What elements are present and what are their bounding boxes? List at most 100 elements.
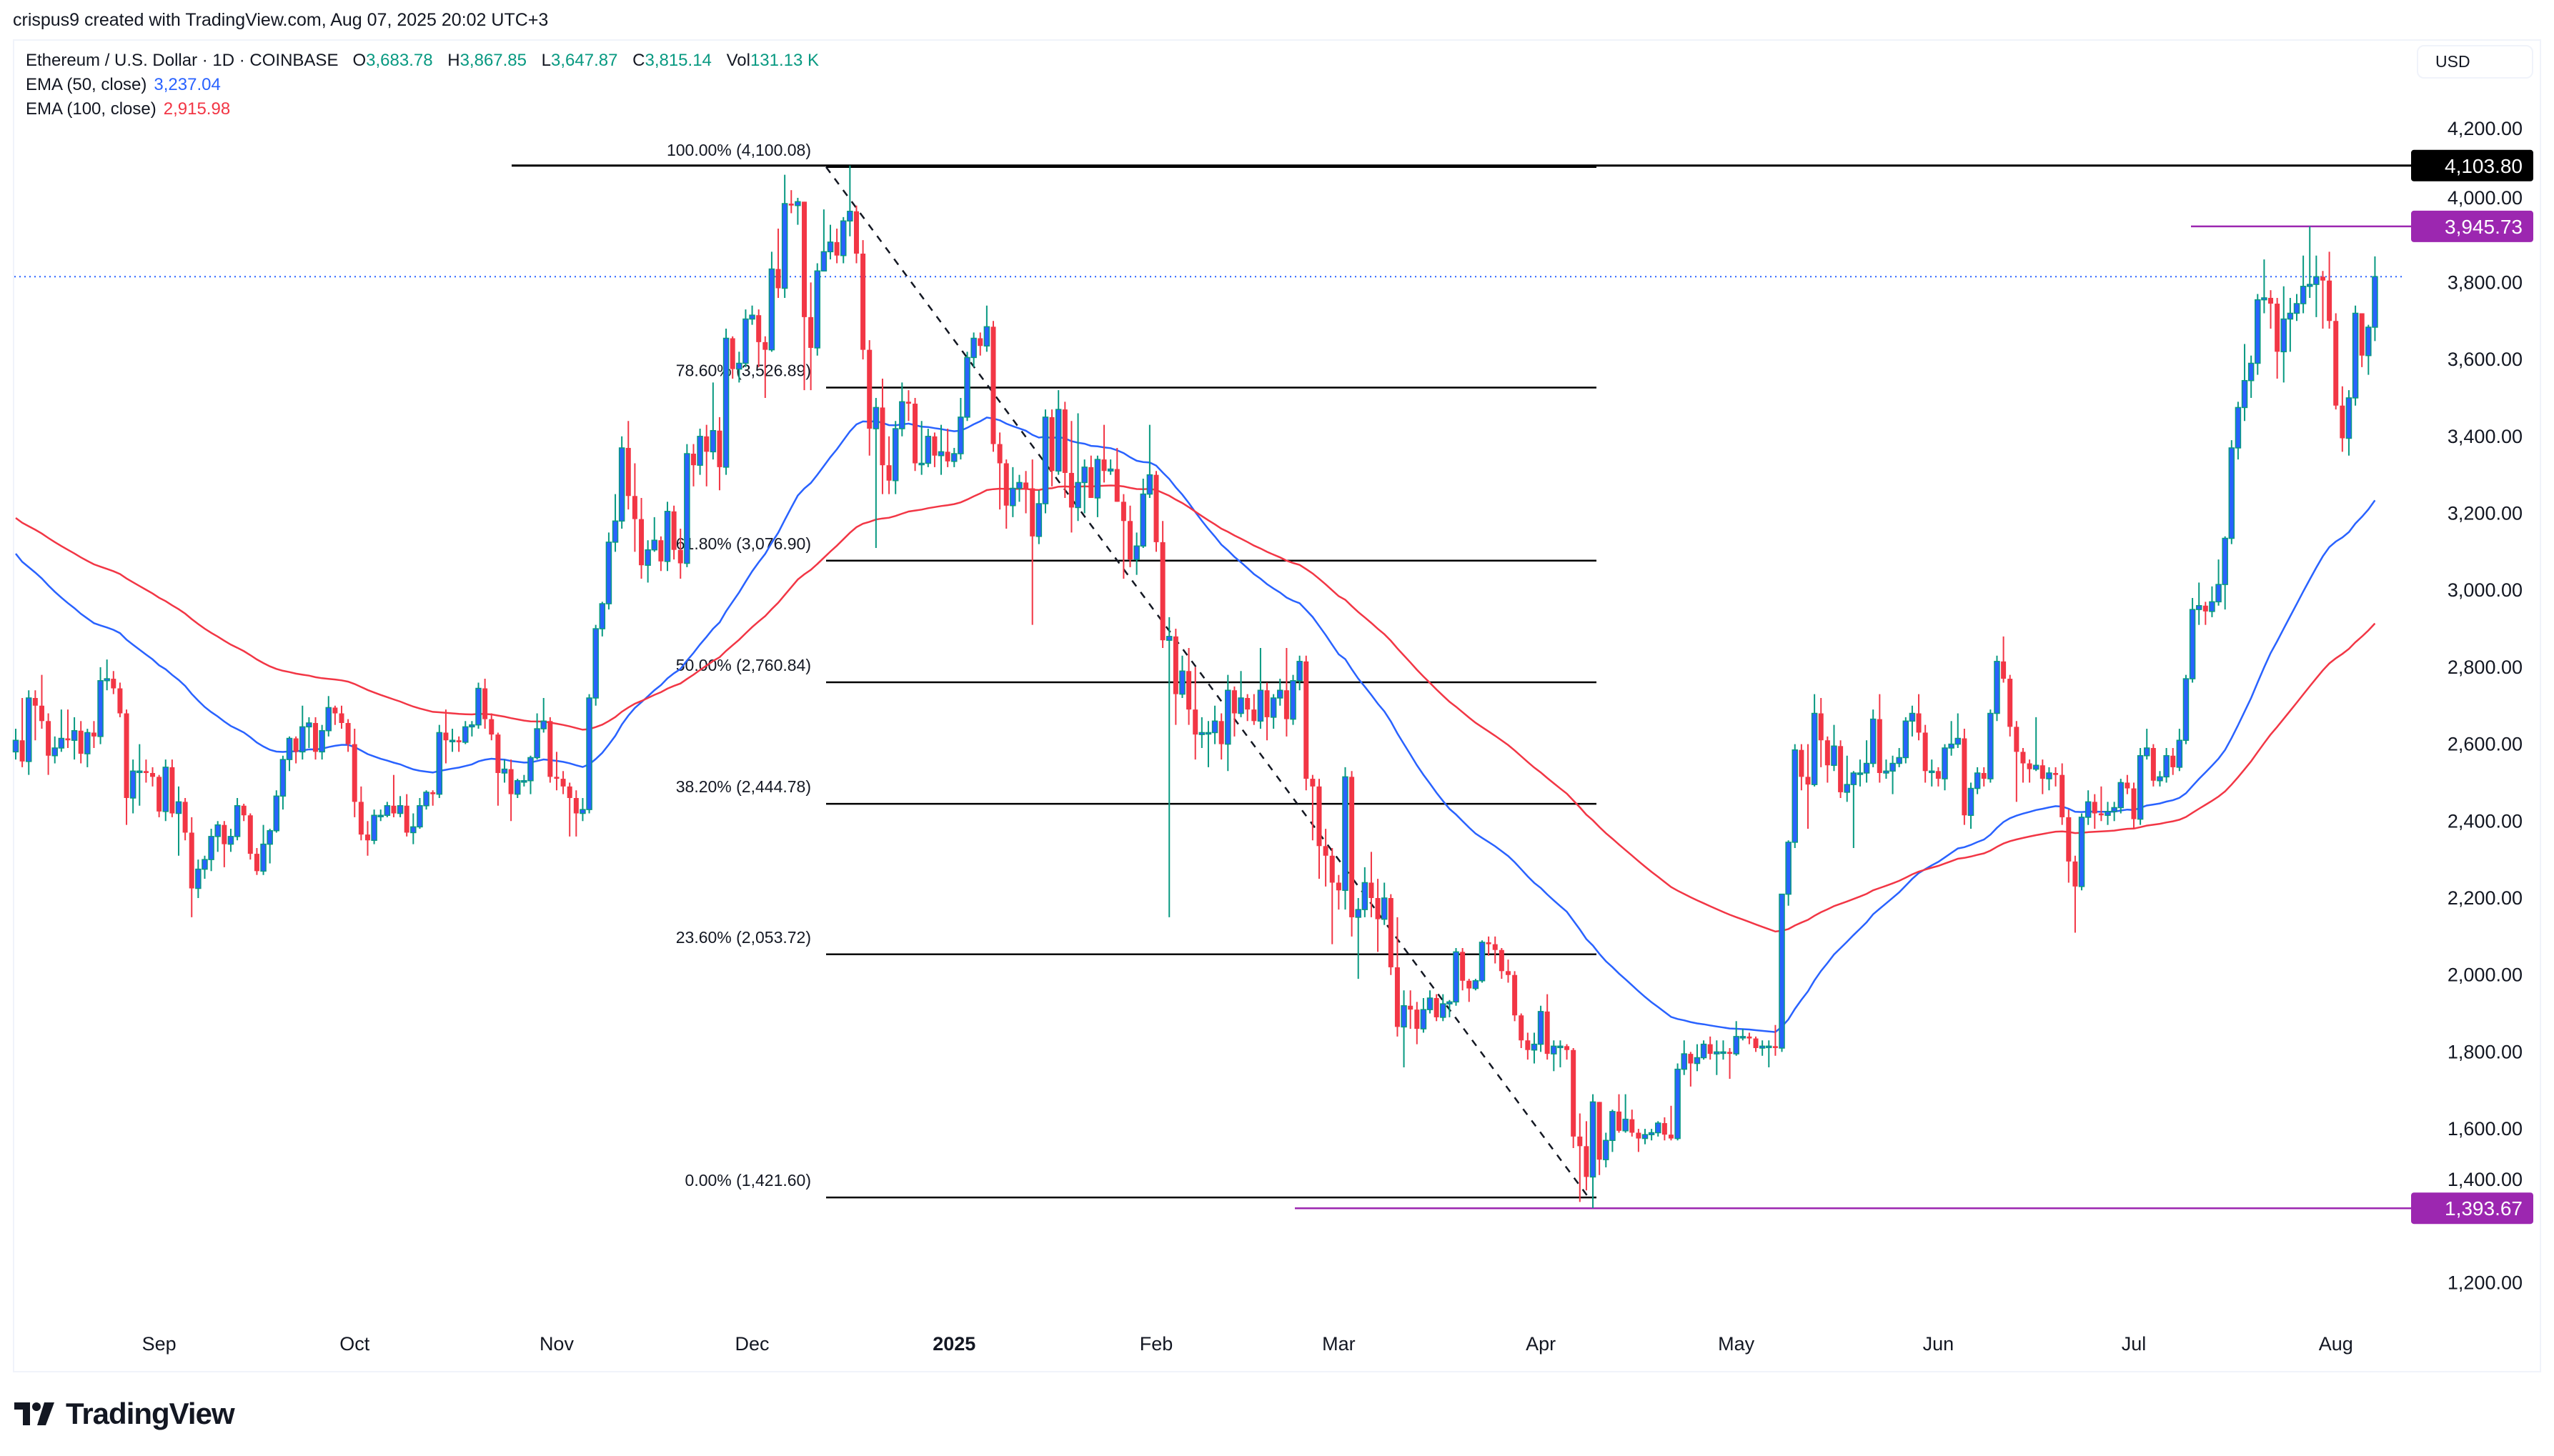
candle-up[interactable] [1792, 744, 1799, 848]
candle-down[interactable] [1805, 744, 1811, 829]
candle-down[interactable] [671, 505, 677, 560]
candle-down[interactable] [241, 804, 247, 822]
candle-down[interactable] [717, 417, 722, 491]
candle-down[interactable] [1505, 959, 1511, 983]
candle-up[interactable] [1401, 990, 1407, 1067]
candle-down[interactable] [358, 786, 364, 841]
candle-up[interactable] [2032, 717, 2039, 772]
candle-down[interactable] [1512, 971, 1518, 1022]
candle-down[interactable] [1772, 1024, 1778, 1056]
candle-up[interactable] [286, 736, 293, 772]
candle-up[interactable] [377, 809, 384, 822]
candle-up[interactable] [2287, 297, 2294, 352]
legend-ema100-row[interactable]: EMA (100, close) 2,915.98 [26, 97, 829, 121]
candle-up[interactable] [279, 755, 287, 810]
candle-up[interactable] [1472, 979, 1479, 991]
candle-up[interactable] [84, 729, 91, 767]
price-axis[interactable]: 1,200.00 1,400.00 1,600.00 1,800.00 2,000.00… [2448, 118, 2523, 1294]
candle-up[interactable] [417, 797, 423, 829]
candle-up[interactable] [2247, 355, 2255, 398]
candle-down[interactable] [690, 444, 696, 487]
candle-down[interactable] [1414, 1002, 1420, 1044]
price-marker-badge[interactable]: 4,103.80 [2411, 149, 2533, 181]
candle-down[interactable] [1088, 455, 1094, 498]
candle-up[interactable] [1700, 1040, 1707, 1060]
candle-down[interactable] [1460, 948, 1466, 991]
candle-up[interactable] [2209, 586, 2215, 617]
price-marker-badge[interactable]: 3,945.73 [2411, 210, 2533, 242]
candle-down[interactable] [867, 340, 873, 456]
candle-up[interactable] [2261, 259, 2267, 314]
candle-up[interactable] [664, 502, 671, 572]
candle-down[interactable] [430, 790, 436, 806]
candle-down[interactable] [1173, 629, 1178, 725]
candle-down[interactable] [2170, 747, 2176, 775]
tradingview-logo[interactable]: TradingView [14, 1397, 235, 1431]
candle-down[interactable] [2072, 855, 2078, 933]
candle-up[interactable] [410, 813, 417, 844]
candle-up[interactable] [781, 174, 788, 298]
candle-down[interactable] [495, 732, 501, 806]
candle-down[interactable] [1661, 1117, 1667, 1141]
candle-up[interactable] [1290, 674, 1296, 725]
candle-up[interactable] [51, 736, 58, 764]
candle-up[interactable] [1909, 705, 1916, 737]
candle-up[interactable] [1453, 948, 1459, 1006]
candle-up[interactable] [1420, 998, 1427, 1033]
candle-down[interactable] [65, 709, 71, 748]
candle-down[interactable] [834, 229, 840, 264]
candle-down[interactable] [658, 536, 664, 572]
candle-down[interactable] [1030, 459, 1035, 625]
candle-up[interactable] [892, 421, 899, 494]
candle-up[interactable] [899, 382, 905, 437]
candle-up[interactable] [1902, 717, 1909, 764]
candle-up[interactable] [1844, 755, 1850, 802]
candle-up[interactable] [227, 829, 234, 852]
candle-up[interactable] [651, 517, 658, 552]
candle-down[interactable] [554, 752, 560, 791]
candle-down[interactable] [443, 709, 449, 764]
candle-down[interactable] [560, 771, 566, 794]
candle-down[interactable] [117, 682, 123, 717]
candle-up[interactable] [951, 447, 958, 467]
candle-down[interactable] [332, 705, 338, 725]
candle-up[interactable] [12, 729, 19, 760]
candle-up[interactable] [1739, 1029, 1746, 1041]
candle-up[interactable] [1211, 705, 1218, 744]
candle-up[interactable] [1381, 882, 1388, 925]
candle-down[interactable] [404, 794, 409, 837]
candle-up[interactable] [1342, 767, 1348, 910]
candle-up[interactable] [1694, 1044, 1701, 1072]
candle-up[interactable] [742, 309, 749, 367]
candle-up[interactable] [795, 197, 801, 225]
candle-down[interactable] [2066, 809, 2072, 883]
candle-down[interactable] [2092, 794, 2097, 829]
candle-up[interactable] [1942, 744, 1948, 791]
candle-up[interactable] [208, 829, 214, 872]
candle-up[interactable] [1225, 674, 1231, 772]
candle-down[interactable] [2268, 290, 2274, 329]
candle-down[interactable] [808, 282, 814, 391]
candle-down[interactable] [1571, 1048, 1576, 1149]
candle-down[interactable] [78, 721, 84, 764]
candle-up[interactable] [1622, 1094, 1629, 1133]
candle-down[interactable] [2020, 747, 2026, 783]
candle-up[interactable] [1994, 655, 2000, 722]
candle-down[interactable] [1746, 1032, 1752, 1044]
candle-down[interactable] [32, 690, 38, 741]
candle-down[interactable] [1121, 494, 1126, 579]
candle-down[interactable] [547, 717, 553, 783]
candle-down[interactable] [2275, 297, 2280, 379]
candle-down[interactable] [1329, 847, 1335, 944]
candle-up[interactable] [175, 786, 182, 856]
candle-down[interactable] [1218, 713, 1224, 760]
candle-down[interactable] [352, 729, 357, 817]
candle-up[interactable] [1446, 999, 1453, 1017]
candle-up[interactable] [325, 696, 332, 737]
candle-up[interactable] [1967, 782, 1974, 829]
candle-down[interactable] [880, 379, 885, 494]
candle-down[interactable] [1310, 774, 1316, 841]
candle-up[interactable] [2365, 324, 2372, 375]
candle-up[interactable] [1361, 867, 1368, 917]
candle-up[interactable] [2306, 226, 2313, 298]
